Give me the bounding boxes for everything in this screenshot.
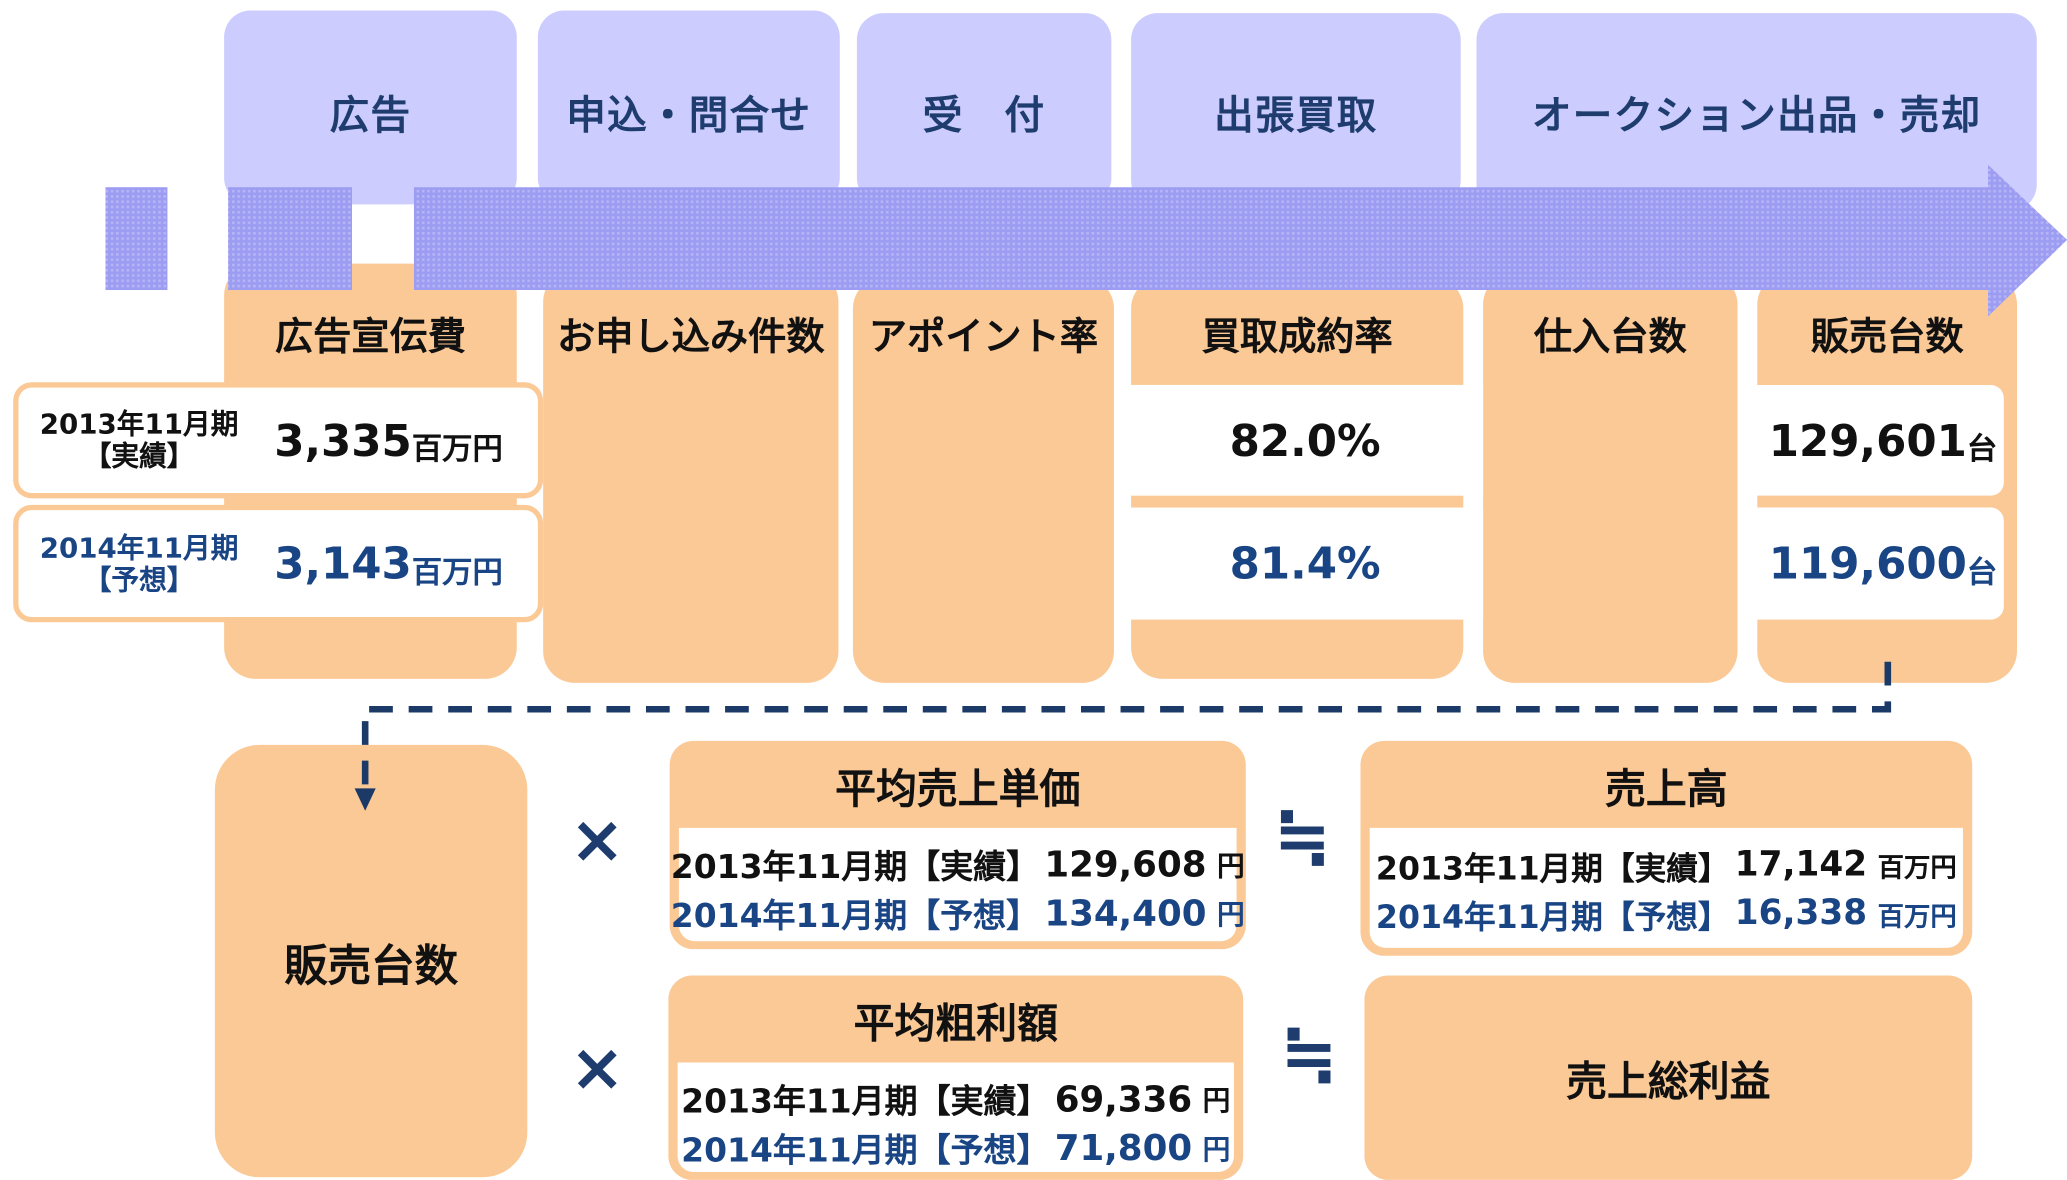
period-kind: 【実績】 (83, 440, 195, 472)
formula-row-unit: 百万円 (1877, 850, 1957, 883)
metric-label: お申し込み件数 (556, 313, 825, 359)
units-sold-value: 129,601 台 (1747, 382, 1997, 498)
formula-row-unit: 円 (1217, 899, 1245, 931)
period-name: 2013年11月期 (39, 408, 239, 441)
ad-cost-number: 3,335 (274, 414, 412, 467)
stage-label: 出張買取 (1214, 93, 1378, 140)
metric-label: 広告宣伝費 (274, 313, 467, 359)
base-label: 販売台数 (284, 939, 459, 992)
formula-card-body (1369, 827, 1963, 948)
formula-row: 2014年11月期【予想】 134,400 円 (671, 890, 1245, 937)
stage-label: 広告 (329, 93, 412, 140)
formula-card-body (677, 1062, 1234, 1172)
formula-row-value: 134,400 (1044, 893, 1207, 935)
purchase-rate-value: 81.4% (1229, 537, 1381, 590)
formula-row: 2014年11月期【予想】 16,338 百万円 (1370, 890, 1963, 937)
ad-cost-value: 3,335 百万円 (274, 382, 538, 498)
formula-row-unit: 百万円 (1877, 899, 1957, 932)
formula-card-label: 売上総利益 (1566, 1058, 1771, 1107)
formula-row-period: 2013年11月期【実績】 (681, 1082, 1050, 1121)
formula-row-value: 17,142 (1734, 845, 1868, 885)
metric-label: 買取成約率 (1201, 313, 1393, 359)
units-sold-value: 119,600 台 (1747, 505, 1997, 622)
times-sign: × (569, 801, 625, 878)
formula-card-label: 売上高 (1605, 765, 1728, 813)
formula-row: 2013年11月期【実績】 17,142 百万円 (1370, 841, 1963, 888)
period-name: 2014年11月期 (39, 531, 239, 564)
formula-row-unit: 円 (1202, 1084, 1231, 1117)
ad-cost-number: 3,143 (274, 537, 412, 590)
period-row-strip (1117, 507, 1484, 620)
times-sign: × (569, 1029, 625, 1107)
ad-cost-unit: 百万円 (411, 555, 503, 590)
ad-cost-unit: 百万円 (411, 432, 503, 467)
period-row (13, 382, 544, 499)
formula-card-label: 平均売上単価 (835, 765, 1081, 813)
metric-column (852, 276, 1114, 683)
stage-label: オークション出品・売却 (1531, 93, 1982, 140)
approx-sign: ≒ (1273, 797, 1332, 877)
metric-label: アポイント率 (868, 313, 1099, 359)
ad-cost-value: 3,143 百万円 (274, 505, 538, 622)
base-box (214, 744, 528, 1178)
metric-label: 販売台数 (1810, 313, 1964, 359)
period-row-strip (1740, 507, 2004, 620)
period-row-strip (1740, 384, 2004, 496)
metric-label: 仕入台数 (1533, 313, 1687, 359)
stage-label: 申込・問合せ (566, 93, 812, 140)
formula-row-period: 2013年11月期【実績】 (670, 847, 1040, 886)
formula-row-value: 16,338 (1734, 893, 1868, 934)
period-row (13, 504, 544, 623)
units-sold-unit: 台 (1966, 432, 1998, 467)
units-sold-unit: 台 (1966, 555, 1998, 590)
formula-row-value: 69,336 (1054, 1079, 1193, 1120)
formula-row: 2013年11月期【実績】 129,608 円 (671, 841, 1245, 888)
stage-label: 受 付 (922, 93, 1046, 140)
formula-card-label: 平均粗利額 (853, 999, 1058, 1048)
formula-card (1364, 975, 1973, 1180)
formula-row: 2014年11月期【予想】 71,800 円 (678, 1125, 1234, 1172)
units-sold-number: 119,600 (1768, 537, 1967, 590)
period-label: 2013年11月期 【実績】 (24, 395, 255, 485)
period-label: 2014年11月期 【予想】 (24, 518, 255, 609)
formula-card-body (678, 827, 1237, 942)
arrow-tail-block (105, 187, 168, 291)
period-row-strip (1117, 384, 1484, 496)
formula-row-unit: 円 (1202, 1133, 1231, 1166)
formula-row-value: 129,608 (1044, 844, 1207, 886)
formula-row: 2013年11月期【実績】 69,336 円 (678, 1076, 1234, 1123)
formula-row-period: 2013年11月期【実績】 (1375, 849, 1730, 887)
metric-column (1483, 272, 1738, 683)
purchase-rate-value: 82.0% (1229, 414, 1381, 467)
formula-row-period: 2014年11月期【予想】 (670, 896, 1040, 935)
formula-row-unit: 円 (1217, 850, 1245, 882)
formula-row-value: 71,800 (1054, 1127, 1193, 1169)
approx-sign: ≒ (1280, 1015, 1338, 1095)
formula-row-period: 2014年11月期【予想】 (1375, 898, 1730, 936)
metric-column (543, 270, 839, 683)
formula-row-period: 2014年11月期【予想】 (681, 1131, 1050, 1170)
period-kind: 【予想】 (83, 563, 195, 596)
units-sold-number: 129,601 (1768, 414, 1967, 467)
